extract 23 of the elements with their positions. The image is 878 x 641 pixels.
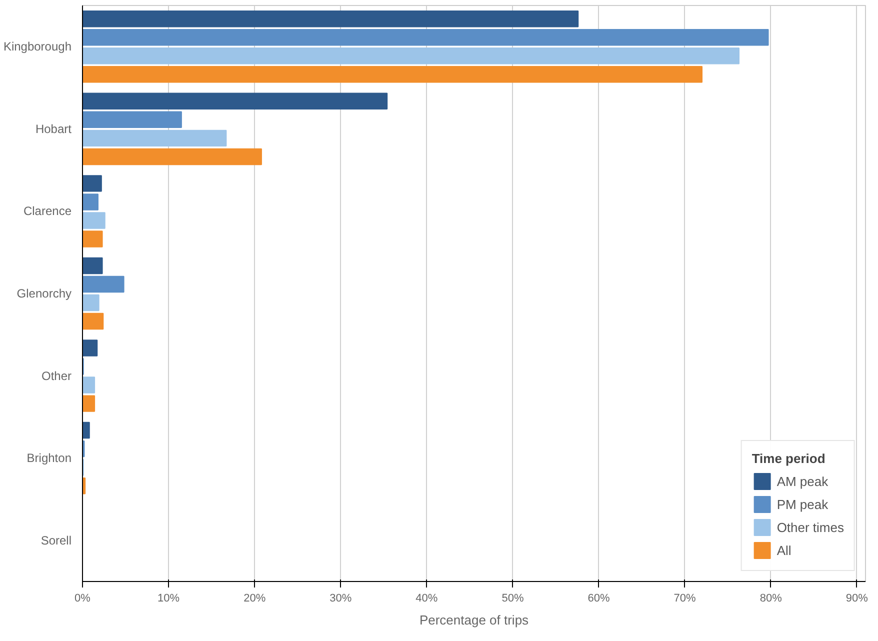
y-tick-label: Sorell	[40, 533, 72, 548]
x-tick-label: 60%	[588, 592, 610, 604]
x-tick-label: 10%	[158, 592, 180, 604]
y-tick-label: Glenorchy	[16, 286, 72, 300]
x-tick-label: 0%	[74, 592, 91, 604]
legend-label: AM peak	[776, 474, 828, 488]
legend-label: PM peak	[776, 496, 828, 512]
legend-label: Other times	[776, 520, 844, 534]
x-tick-label: 30%	[330, 592, 352, 604]
x-axis-title: Percentage of trips	[419, 612, 530, 628]
x-tick-label: 50%	[502, 592, 524, 604]
y-tick-label: Brighton	[26, 451, 72, 466]
y-tick-label: Hobart	[35, 122, 72, 136]
x-tick-label: 20%	[244, 592, 266, 604]
x-tick-label: 80%	[760, 592, 782, 604]
x-tick-label: 40%	[416, 592, 438, 604]
legend-label: All	[776, 542, 792, 558]
x-tick-label: 70%	[674, 592, 696, 604]
x-tick-label: 90%	[846, 592, 868, 604]
y-tick-label: Clarence	[23, 204, 72, 218]
legend-title: Time period	[752, 451, 826, 466]
y-tick-label: Kingborough	[3, 40, 72, 54]
y-tick-label: Other	[41, 368, 72, 383]
